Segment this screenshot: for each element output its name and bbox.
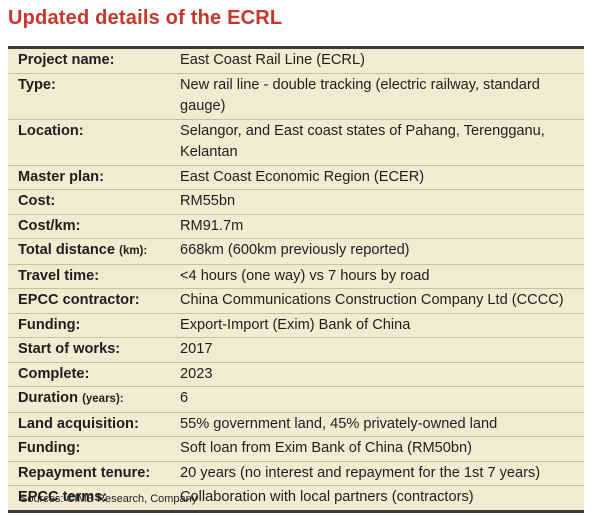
- table-row: Location: Selangor, and East coast states…: [8, 119, 584, 165]
- table-row: Cost/km: RM91.7m: [8, 214, 584, 239]
- row-label: Total distance: [18, 242, 116, 258]
- row-value: 20 years (no interest and repayment for …: [180, 464, 541, 481]
- row-label: Repayment tenure:: [18, 464, 151, 481]
- table-row: Complete: 2023: [8, 362, 584, 387]
- table-row: Duration (years): 6: [8, 387, 584, 413]
- row-label: Funding:: [18, 316, 81, 333]
- table-row: Land acquisition: 55% government land, 45…: [8, 412, 584, 437]
- row-label: Land acquisition:: [18, 415, 139, 432]
- table-row: EPCC contractor: China Communications Con…: [8, 289, 584, 314]
- row-label-cell: Total distance (km):: [8, 239, 176, 265]
- row-value: East Coast Economic Region (ECER): [180, 168, 425, 185]
- row-label: Project name:: [18, 52, 115, 68]
- table-row: EPCC terms: Collaboration with local part…: [8, 486, 584, 510]
- row-label-cell: Complete:: [8, 362, 176, 387]
- table-row: Master plan: East Coast Economic Region (…: [8, 165, 584, 190]
- row-label: Type:: [18, 76, 56, 93]
- row-label-cell: Land acquisition:: [8, 412, 176, 437]
- row-label: Funding:: [18, 440, 81, 456]
- row-value: RM91.7m: [180, 217, 244, 234]
- row-value: 6: [180, 390, 189, 406]
- row-label-cell: Duration (years):: [8, 387, 176, 413]
- row-value: 668km (600km previously reported): [180, 242, 410, 258]
- row-value: <4 hours (one way) vs 7 hours by road: [180, 267, 430, 284]
- row-label-cell: Funding:: [8, 437, 176, 462]
- row-label-cell: Master plan:: [8, 165, 176, 190]
- row-label: Location:: [18, 122, 84, 139]
- table-row: Start of works: 2017: [8, 338, 584, 363]
- row-value: New rail line - double tracking (electri…: [180, 76, 540, 115]
- table-row: Total distance (km): 668km (600km previou…: [8, 239, 584, 265]
- row-label-cell: EPCC terms:: [8, 486, 176, 510]
- row-label: EPCC contractor:: [18, 292, 140, 308]
- row-value: Selangor, and East coast states of Pahan…: [180, 122, 545, 161]
- row-label: Master plan:: [18, 168, 104, 185]
- row-label-cell: EPCC contractor:: [8, 289, 176, 314]
- table-row: Type: New rail line - double tracking (el…: [8, 73, 584, 119]
- row-value: 55% government land, 45% privately-owned…: [180, 415, 498, 432]
- row-label-unit: (km):: [119, 245, 148, 257]
- row-label: Duration: [18, 390, 78, 406]
- row-label: Cost/km:: [18, 217, 81, 234]
- table-row: Project name: East Coast Rail Line (ECRL): [8, 49, 584, 73]
- details-table: Project name: East Coast Rail Line (ECRL)…: [8, 46, 584, 513]
- table-row: Funding: Export-Import (Exim) Bank of Chi…: [8, 313, 584, 338]
- row-value: Soft loan from Exim Bank of China (RM50b…: [180, 440, 472, 456]
- row-label: Complete:: [18, 365, 90, 382]
- row-value: Export-Import (Exim) Bank of China: [180, 316, 411, 333]
- row-label-cell: Cost/km:: [8, 214, 176, 239]
- table-row: Cost: RM55bn: [8, 190, 584, 215]
- source-note: Sources: CIMB Research, Company: [20, 493, 198, 505]
- row-label-cell: Location:: [8, 119, 176, 165]
- row-value: RM55bn: [180, 193, 236, 209]
- row-label-cell: Repayment tenure:: [8, 461, 176, 486]
- row-label-unit: (years):: [82, 393, 124, 405]
- row-value: East Coast Rail Line (ECRL): [180, 52, 365, 68]
- page-title: Updated details of the ECRL: [8, 7, 283, 29]
- row-value: 2017: [180, 341, 213, 357]
- table-row: Travel time: <4 hours (one way) vs 7 hour…: [8, 264, 584, 289]
- row-label-cell: Funding:: [8, 313, 176, 338]
- row-value: Collaboration with local partners (contr…: [180, 489, 474, 505]
- row-label: Start of works:: [18, 341, 121, 357]
- row-value: China Communications Construction Compan…: [180, 292, 564, 308]
- row-label-cell: Project name:: [8, 49, 176, 73]
- row-label-cell: Start of works:: [8, 338, 176, 363]
- row-label-cell: Type:: [8, 73, 176, 119]
- row-label: Cost:: [18, 193, 56, 209]
- row-label: Travel time:: [18, 267, 100, 284]
- table-row: Funding: Soft loan from Exim Bank of Chin…: [8, 437, 584, 462]
- row-value: 2023: [180, 365, 213, 382]
- row-label-cell: Cost:: [8, 190, 176, 215]
- table-row: Repayment tenure: 20 years (no interest a…: [8, 461, 584, 486]
- row-label: EPCC terms:: [18, 489, 108, 505]
- row-label-cell: Travel time:: [8, 264, 176, 289]
